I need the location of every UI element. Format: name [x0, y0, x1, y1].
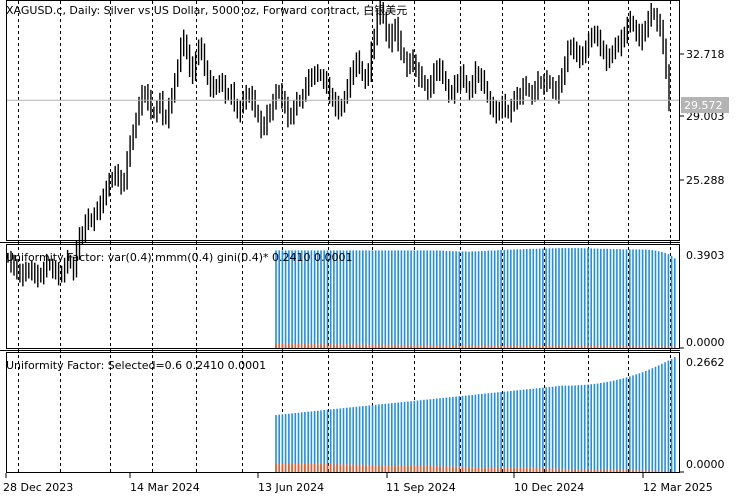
time-axis: 28 Dec 2023 14 Mar 2024 13 Jun 2024 11 S… — [3, 473, 713, 494]
current-price-badge: 29.572 — [681, 97, 729, 113]
price-label-2: 29.003 — [686, 110, 725, 123]
price-axis: 32.718 29.003 25.288 — [680, 48, 725, 187]
ind2-max-label: 0.2662 — [686, 356, 725, 369]
date-label-2: 14 Mar 2024 — [130, 481, 200, 494]
price-label-1: 32.718 — [686, 48, 725, 61]
ind2-min-label: 0.0000 — [686, 458, 725, 471]
indicator2-panel-frame — [6, 352, 680, 473]
date-label-3: 13 Jun 2024 — [258, 481, 324, 494]
date-label-5: 10 Dec 2024 — [514, 481, 584, 494]
indicator2-axis: 0.2662 0.0000 — [680, 356, 725, 473]
date-label-4: 11 Sep 2024 — [386, 481, 456, 494]
indicator1-panel-frame — [6, 244, 680, 349]
indicator2-title: Uniformity Factor: Selected=0.6 0.2410 0… — [6, 359, 267, 372]
indicator2-histogram — [275, 357, 676, 472]
date-label-1: 28 Dec 2023 — [3, 481, 73, 494]
date-label-6: 12 Mar 2025 — [643, 481, 713, 494]
price-label-3: 25.288 — [686, 174, 725, 187]
indicator1-title: Uniformity Factor: var(0.4) mmm(0.4) gin… — [6, 251, 353, 264]
indicator1-axis: 0.3903 0.0000 — [680, 249, 725, 349]
main-panel-frame — [6, 0, 680, 241]
main-chart-title: XAGUSD.c, Daily: Silver vs US Dollar, 50… — [6, 4, 408, 17]
ind1-max-label: 0.3903 — [686, 249, 725, 262]
price-ohlc-bars — [7, 0, 670, 288]
indicator1-histogram — [275, 248, 676, 348]
current-price-label: 29.572 — [684, 99, 723, 112]
ind1-min-label: 0.0000 — [686, 336, 725, 349]
